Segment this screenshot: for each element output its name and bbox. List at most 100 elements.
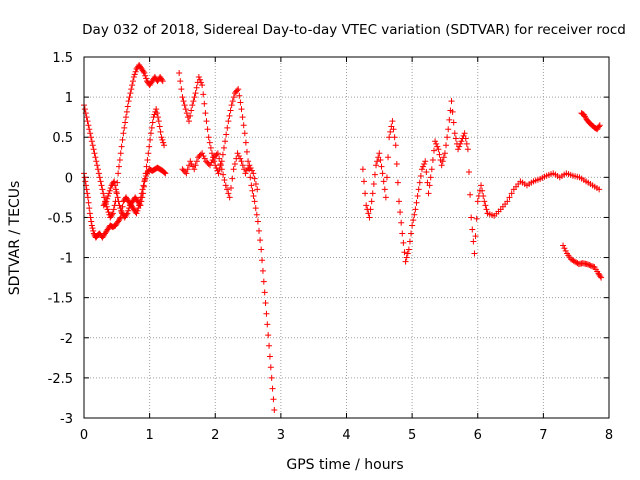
data-point <box>374 158 381 165</box>
data-point <box>449 108 456 115</box>
data-point <box>435 146 442 153</box>
y-tick-label: -2.5 <box>48 372 73 387</box>
data-point <box>479 187 486 194</box>
data-point <box>183 170 190 177</box>
data-point <box>393 160 400 167</box>
data-point <box>366 214 373 221</box>
data-point <box>214 150 221 157</box>
data-point <box>141 70 148 77</box>
data-point <box>562 247 569 254</box>
data-point <box>251 198 258 205</box>
data-point <box>409 222 416 229</box>
data-point <box>124 210 131 217</box>
data-point <box>504 198 511 205</box>
data-point <box>471 250 478 257</box>
data-point <box>189 163 196 170</box>
data-point <box>105 190 112 197</box>
data-point <box>228 185 234 192</box>
data-point <box>482 202 489 209</box>
data-point <box>227 107 234 114</box>
data-point <box>394 179 401 186</box>
y-axis-label: SDTVAR / TECUs <box>7 181 23 296</box>
data-point <box>130 74 137 81</box>
data-point <box>95 170 102 177</box>
series-trace-i <box>578 110 603 133</box>
data-point <box>260 278 267 285</box>
data-point <box>370 181 377 188</box>
data-point <box>224 124 231 131</box>
data-point <box>138 198 145 205</box>
data-point <box>243 167 250 174</box>
data-point <box>189 102 196 109</box>
data-point <box>415 186 422 193</box>
y-tick-label: 1 <box>65 91 73 106</box>
data-point <box>596 186 603 193</box>
data-point <box>369 190 376 197</box>
data-point <box>88 134 94 141</box>
data-point <box>83 114 90 121</box>
data-point <box>588 263 595 270</box>
data-point <box>199 82 206 89</box>
data-point <box>110 206 117 213</box>
data-point <box>404 250 411 257</box>
data-point <box>116 215 123 222</box>
data-point <box>123 108 130 115</box>
data-point <box>84 194 91 201</box>
data-point <box>401 249 408 256</box>
data-point <box>254 186 261 193</box>
data-point <box>445 126 452 133</box>
data-point <box>399 230 406 237</box>
data-point <box>262 300 269 307</box>
data-point <box>446 116 453 123</box>
y-tick-label: 0.5 <box>52 131 73 146</box>
data-point <box>88 138 95 145</box>
data-point <box>379 170 386 177</box>
data-point <box>179 94 186 101</box>
data-point <box>218 166 225 173</box>
data-point <box>234 87 241 94</box>
data-point <box>246 162 253 169</box>
data-point <box>448 98 455 105</box>
data-point <box>242 139 249 146</box>
data-point <box>109 211 115 218</box>
data-point <box>142 72 149 79</box>
data-point <box>365 210 372 217</box>
data-point <box>467 191 474 198</box>
data-point <box>452 135 459 142</box>
data-point <box>231 160 238 167</box>
data-point <box>427 174 434 181</box>
data-point <box>472 233 479 240</box>
data-point <box>183 110 190 117</box>
data-point <box>89 142 96 149</box>
x-tick-label: 3 <box>277 428 285 443</box>
data-point <box>403 254 410 261</box>
data-point <box>147 130 154 137</box>
y-tick-label: -2 <box>60 332 73 347</box>
data-point <box>391 134 398 141</box>
data-point <box>105 193 112 200</box>
data-point <box>560 242 567 249</box>
data-point <box>137 202 144 209</box>
data-point <box>259 267 266 274</box>
data-point <box>219 151 226 158</box>
data-point <box>225 118 232 125</box>
data-point <box>245 158 252 165</box>
data-point <box>134 207 141 214</box>
data-point <box>209 156 216 163</box>
data-point <box>158 134 165 141</box>
data-point <box>118 143 125 150</box>
data-point <box>144 156 151 163</box>
data-point <box>380 178 387 185</box>
data-point <box>153 106 160 113</box>
data-point <box>225 190 232 197</box>
data-point <box>241 166 248 173</box>
data-point <box>195 74 202 81</box>
series-trace-a <box>81 62 166 221</box>
data-point <box>157 128 164 135</box>
data-point <box>205 134 212 141</box>
data-point <box>230 166 237 173</box>
data-point <box>123 114 129 121</box>
data-point <box>238 158 245 165</box>
data-point <box>587 262 594 269</box>
data-point <box>104 195 111 202</box>
